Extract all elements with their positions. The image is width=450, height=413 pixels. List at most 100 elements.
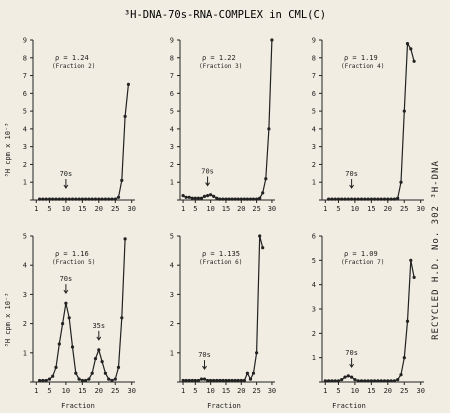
data-point [80, 197, 84, 201]
data-point [350, 197, 354, 201]
data-point [212, 194, 216, 198]
y-tick-label: 1 [312, 179, 316, 187]
y-tick-label: 8 [312, 54, 316, 62]
y-tick-label: 4 [312, 281, 316, 289]
data-point [206, 194, 210, 198]
y-tick-label: 6 [312, 233, 316, 241]
y-tick-label: 4 [23, 125, 27, 133]
data-point [54, 365, 58, 369]
data-point [350, 375, 354, 379]
data-point [230, 378, 234, 383]
x-tick-label: 20 [384, 205, 392, 213]
x-tick-label: 30 [268, 205, 276, 213]
data-point [80, 378, 84, 383]
fraction-label: (Fraction 2) [52, 63, 95, 70]
x-axis-label-right: Fraction [332, 402, 366, 410]
data-point [224, 197, 228, 201]
data-point [206, 378, 210, 383]
y-tick-label: 1 [23, 349, 27, 357]
data-point [382, 379, 387, 383]
y-tick-label: 6 [170, 90, 174, 98]
x-tick-label: 5 [336, 387, 340, 395]
y-tick-label: 5 [170, 108, 174, 116]
data-point [199, 377, 204, 381]
x-tick-label: 10 [62, 205, 70, 213]
x-tick-label: 1 [34, 387, 38, 395]
data-point [373, 379, 377, 383]
y-tick-label: 4 [170, 125, 174, 133]
data-point [346, 374, 350, 378]
data-point [405, 319, 410, 323]
x-tick-label: 25 [400, 387, 408, 395]
data-point [389, 379, 393, 383]
data-point [184, 195, 188, 199]
data-point [412, 59, 416, 63]
data-point [123, 237, 127, 241]
data-point [116, 195, 121, 199]
data-point [382, 197, 387, 201]
y-tick-label: 3 [312, 143, 316, 151]
data-point [196, 378, 200, 383]
x-tick-label: 20 [237, 205, 245, 213]
data-point [202, 377, 207, 381]
data-point [193, 378, 197, 383]
x-tick-label: 5 [193, 205, 197, 213]
x-tick-label: 10 [351, 205, 359, 213]
data-point [409, 258, 413, 262]
data-point [379, 197, 383, 201]
data-point [103, 197, 107, 201]
x-tick-label: 25 [252, 205, 260, 213]
y-tick-label: 3 [170, 143, 174, 151]
data-point [193, 196, 197, 200]
x-tick-label: 1 [323, 205, 327, 213]
data-point [100, 360, 104, 364]
data-point [97, 197, 101, 201]
data-point [330, 197, 334, 201]
x-axis-label-middle: Fraction [207, 402, 241, 410]
data-point [67, 316, 71, 320]
data-point [47, 377, 52, 381]
data-point [64, 197, 68, 201]
data-point [44, 197, 48, 201]
data-point [336, 379, 341, 383]
marker-label: 70s [345, 170, 358, 178]
data-point [126, 82, 130, 86]
data-point [346, 197, 350, 201]
y-axis-label-top: ³H cpm x 10⁻³ [4, 123, 12, 178]
data-point [245, 371, 249, 375]
data-point [389, 197, 393, 201]
data-point [359, 197, 364, 201]
data-point [116, 365, 121, 369]
x-tick-label: 15 [222, 387, 230, 395]
data-point [248, 377, 253, 381]
data-point [215, 378, 219, 383]
rho-label: ρ = 1.19 [344, 54, 378, 62]
data-point [84, 378, 88, 383]
x-tick-label: 20 [384, 387, 392, 395]
y-tick-label: 4 [23, 262, 27, 270]
data-point [187, 378, 191, 383]
marker-arrow [202, 360, 207, 370]
data-point [103, 371, 107, 375]
data-point [242, 378, 246, 383]
data-point [356, 197, 360, 201]
fraction-label: (Fraction 4) [341, 63, 384, 70]
x-tick-label: 5 [47, 387, 51, 395]
data-point [366, 379, 370, 383]
data-point [190, 196, 194, 200]
data-point [386, 379, 390, 383]
data-point [369, 197, 373, 201]
y-tick-label: 1 [23, 179, 27, 187]
y-tick-label: 7 [23, 72, 27, 80]
rho-label: ρ = 1.22 [202, 54, 236, 62]
marker-arrow [205, 176, 210, 187]
data-point [327, 197, 331, 201]
x-tick-label: 10 [62, 387, 70, 395]
data-point [405, 42, 410, 46]
figure-side-text: RECYCLED H.D. No. 302 ³H-DNA [431, 160, 441, 340]
y-tick-label: 1 [170, 349, 174, 357]
y-tick-label: 8 [23, 54, 27, 62]
data-point [113, 377, 117, 381]
